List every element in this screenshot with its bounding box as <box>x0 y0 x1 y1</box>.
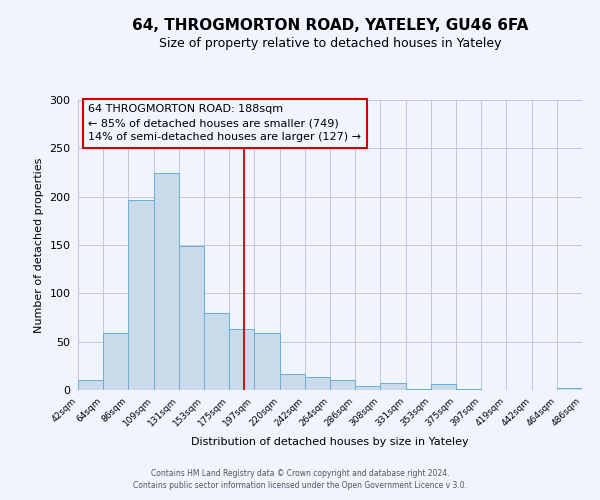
Y-axis label: Number of detached properties: Number of detached properties <box>34 158 44 332</box>
Bar <box>355 386 380 390</box>
Text: 64 THROGMORTON ROAD: 188sqm
← 85% of detached houses are smaller (749)
14% of se: 64 THROGMORTON ROAD: 188sqm ← 85% of det… <box>88 104 361 142</box>
Bar <box>254 333 280 390</box>
X-axis label: Distribution of detached houses by size in Yateley: Distribution of detached houses by size … <box>191 436 469 446</box>
Bar <box>406 389 431 390</box>
Text: Contains HM Land Registry data © Crown copyright and database right 2024.
Contai: Contains HM Land Registry data © Crown c… <box>133 468 467 490</box>
Bar <box>305 378 330 390</box>
Bar <box>431 384 456 390</box>
Bar <box>229 329 254 390</box>
Bar <box>204 312 229 390</box>
Bar <box>154 174 179 390</box>
Bar <box>280 374 305 390</box>
Bar <box>179 246 204 390</box>
Bar <box>456 389 481 390</box>
Bar <box>103 333 128 390</box>
Bar <box>557 388 582 390</box>
Bar <box>380 383 406 390</box>
Text: 64, THROGMORTON ROAD, YATELEY, GU46 6FA: 64, THROGMORTON ROAD, YATELEY, GU46 6FA <box>132 18 528 32</box>
Bar <box>128 200 154 390</box>
Bar <box>78 380 103 390</box>
Text: Size of property relative to detached houses in Yateley: Size of property relative to detached ho… <box>159 38 501 51</box>
Bar <box>330 380 355 390</box>
